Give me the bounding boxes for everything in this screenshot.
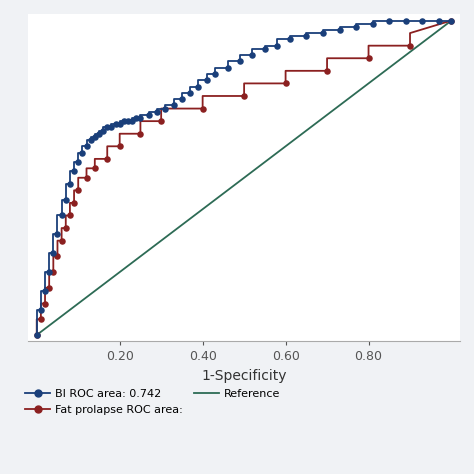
Point [352,23,360,31]
Point [273,42,281,49]
Point [91,164,99,172]
Point [157,118,165,125]
Point [261,45,269,53]
Legend: BI ROC area: 0.742, Fat prolapse ROC area:, Reference: BI ROC area: 0.742, Fat prolapse ROC are… [26,389,281,415]
Point [435,17,443,24]
Point [91,133,99,141]
Point [54,230,61,238]
Point [419,17,426,24]
Point [95,130,103,137]
X-axis label: 1-Specificity: 1-Specificity [201,369,287,383]
Point [49,249,57,257]
Point [336,26,343,34]
Point [447,17,455,24]
Point [137,114,144,122]
Point [369,20,376,27]
Point [170,101,177,109]
Point [103,155,111,163]
Point [145,111,153,118]
Point [112,120,119,128]
Point [406,42,414,49]
Point [224,64,231,72]
Point [62,196,70,203]
Point [240,92,248,100]
Point [79,149,86,156]
Point [103,124,111,131]
Point [66,212,73,219]
Point [365,55,372,62]
Point [82,143,90,150]
Point [447,17,455,24]
Point [286,36,293,43]
Point [54,253,61,260]
Point [319,29,327,37]
Point [124,118,132,125]
Point [116,120,123,128]
Point [87,136,94,144]
Point [37,316,45,323]
Point [33,331,40,339]
Point [49,268,57,276]
Point [120,118,128,125]
Point [128,118,136,125]
Point [116,143,123,150]
Point [195,83,202,91]
Point [385,17,393,24]
Point [211,70,219,78]
Point [402,17,410,24]
Point [186,89,194,97]
Point [70,168,78,175]
Point [302,32,310,40]
Point [199,105,206,112]
Point [236,58,244,65]
Point [99,127,107,134]
Point [58,237,65,245]
Point [178,95,186,103]
Point [82,174,90,182]
Point [74,158,82,166]
Point [108,124,115,131]
Point [66,180,73,188]
Point [323,67,331,74]
Point [137,130,144,137]
Point [58,212,65,219]
Point [62,224,70,232]
Point [132,114,140,122]
Point [37,306,45,314]
Point [203,76,210,84]
Point [46,268,53,276]
Point [248,51,256,59]
Point [46,284,53,292]
Point [41,287,49,295]
Point [282,80,289,87]
Point [33,331,40,339]
Point [41,300,49,307]
Point [153,108,161,116]
Point [162,105,169,112]
Point [70,199,78,207]
Point [74,187,82,194]
